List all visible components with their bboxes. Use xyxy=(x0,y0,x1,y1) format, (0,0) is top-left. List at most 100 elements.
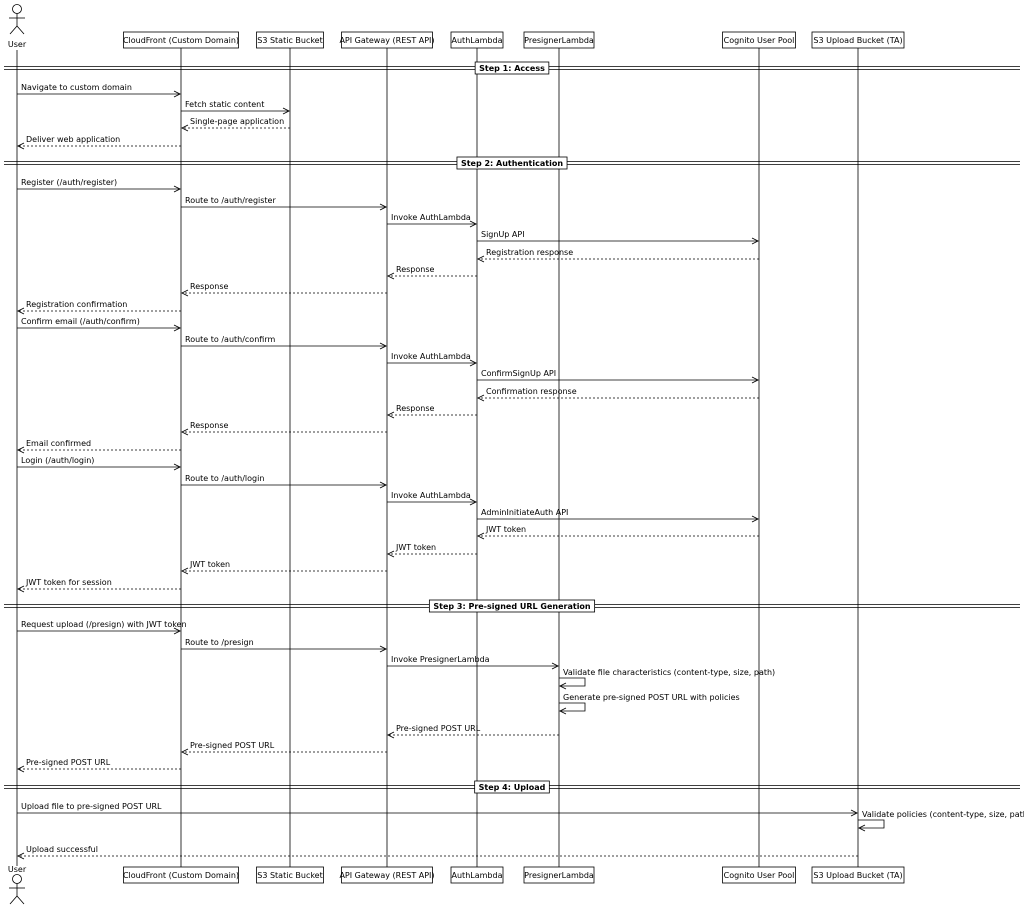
message-sync: Route to /auth/confirm xyxy=(181,335,388,350)
message-label: Single-page application xyxy=(190,117,284,126)
message-label: Confirm email (/auth/confirm) xyxy=(21,317,140,326)
message-label: Confirmation response xyxy=(486,387,577,396)
message-sync: Register (/auth/register) xyxy=(17,178,182,193)
section-separator: Step 1: Access xyxy=(4,61,1020,75)
message-label: Registration response xyxy=(486,248,573,257)
message-label: Pre-signed POST URL xyxy=(190,741,275,750)
message-label: Route to /auth/login xyxy=(185,474,264,483)
message-label: JWT token xyxy=(485,525,526,534)
participant-label: S3 Upload Bucket (TA) xyxy=(813,36,902,45)
participant-box-cog-top: Cognito User Pool xyxy=(722,31,796,49)
participant-box-s3s-bottom: S3 Static Bucket xyxy=(256,866,324,884)
participant-label: PresignerLambda xyxy=(524,871,594,880)
message-label: Registration confirmation xyxy=(26,300,127,309)
user-actor-bottom: User xyxy=(8,865,27,905)
message-label: Response xyxy=(396,404,435,413)
participant-box-s3s-top: S3 Static Bucket xyxy=(256,31,324,49)
message-label: Upload successful xyxy=(26,845,98,854)
section-label: Step 4: Upload xyxy=(479,783,546,792)
participant-box-cog-bottom: Cognito User Pool xyxy=(722,866,796,884)
participant-label: AuthLambda xyxy=(452,871,503,880)
participant-box-cf-top: CloudFront (Custom Domain) xyxy=(123,31,239,49)
message-return: JWT token xyxy=(180,560,387,575)
message-label: Invoke AuthLambda xyxy=(391,213,471,222)
participant-box-cf-bottom: CloudFront (Custom Domain) xyxy=(123,866,239,884)
message-sync: Invoke PresignerLambda xyxy=(387,655,560,670)
message-label: Email confirmed xyxy=(26,439,91,448)
messages: Navigate to custom domain Fetch static co… xyxy=(16,83,1024,860)
participant-label: S3 Static Bucket xyxy=(257,36,323,45)
message-return: Response xyxy=(386,265,477,280)
message-sync: AdminInitiateAuth API xyxy=(477,508,760,523)
message-label: JWT token for session xyxy=(25,578,112,587)
message-label: Upload file to pre-signed POST URL xyxy=(21,802,162,811)
section-label: Step 2: Authentication xyxy=(461,159,563,168)
participant-heads: CloudFront (Custom Domain) CloudFront (Cu… xyxy=(8,4,905,905)
message-sync: Confirm email (/auth/confirm) xyxy=(17,317,182,332)
message-return: Upload successful xyxy=(16,845,858,860)
message-label: AdminInitiateAuth API xyxy=(481,508,568,517)
message-return: JWT token xyxy=(476,525,759,540)
message-label: Fetch static content xyxy=(185,100,264,109)
message-sync: SignUp API xyxy=(477,230,760,245)
participant-label: S3 Upload Bucket (TA) xyxy=(813,871,902,880)
message-sync: Login (/auth/login) xyxy=(17,456,182,471)
message-return: Response xyxy=(386,404,477,419)
participant-label: CloudFront (Custom Domain) xyxy=(123,36,239,45)
section-separator: Step 4: Upload xyxy=(4,780,1020,794)
message-label: Validate policies (content-type, size, p… xyxy=(862,810,1024,819)
message-sync: Navigate to custom domain xyxy=(17,83,182,98)
participant-label: S3 Static Bucket xyxy=(257,871,323,880)
message-return: Registration response xyxy=(476,248,759,263)
message-return: Email confirmed xyxy=(16,439,181,454)
section-label: Step 1: Access xyxy=(479,64,545,73)
participant-box-auth-bottom: AuthLambda xyxy=(450,866,504,884)
participant-label: Cognito User Pool xyxy=(724,36,795,45)
message-return: Confirmation response xyxy=(476,387,759,402)
section-separator: Step 2: Authentication xyxy=(4,156,1020,170)
message-label: JWT token xyxy=(395,543,436,552)
participant-box-s3u-bottom: S3 Upload Bucket (TA) xyxy=(811,866,905,884)
message-return: Deliver web application xyxy=(16,135,181,150)
message-self: Generate pre-signed POST URL with polici… xyxy=(558,693,740,715)
participant-box-s3u-top: S3 Upload Bucket (TA) xyxy=(811,31,905,49)
message-sync: Upload file to pre-signed POST URL xyxy=(17,802,859,817)
participant-label: API Gateway (REST API) xyxy=(339,36,434,45)
message-sync: Route to /auth/login xyxy=(181,474,388,489)
message-sync: ConfirmSignUp API xyxy=(477,369,760,384)
message-label: JWT token xyxy=(189,560,230,569)
message-label: Invoke AuthLambda xyxy=(391,491,471,500)
message-label: Deliver web application xyxy=(26,135,120,144)
participant-box-auth-top: AuthLambda xyxy=(450,31,504,49)
message-return: Registration confirmation xyxy=(16,300,181,315)
lifelines xyxy=(16,48,859,867)
message-label: Pre-signed POST URL xyxy=(26,758,111,767)
participant-box-pres-top: PresignerLambda xyxy=(523,31,595,49)
participant-label: CloudFront (Custom Domain) xyxy=(123,871,239,880)
message-return: Single-page application xyxy=(180,117,290,132)
message-return: Response xyxy=(180,282,387,297)
message-self: Validate policies (content-type, size, p… xyxy=(857,810,1024,832)
message-label: Route to /auth/confirm xyxy=(185,335,275,344)
message-return: Pre-signed POST URL xyxy=(16,758,181,773)
message-label: Response xyxy=(396,265,435,274)
message-return: Response xyxy=(180,421,387,436)
participant-label: PresignerLambda xyxy=(524,36,594,45)
message-label: Response xyxy=(190,421,229,430)
message-sync: Fetch static content xyxy=(181,100,291,115)
section-separators: Step 1: Access Step 2: Authentication Step… xyxy=(4,61,1020,794)
message-label: Request upload (/presign) with JWT token xyxy=(21,620,187,629)
message-label: Login (/auth/login) xyxy=(21,456,94,465)
participant-box-apigw-top: API Gateway (REST API) xyxy=(339,31,435,49)
message-label: ConfirmSignUp API xyxy=(481,369,556,378)
message-label: Response xyxy=(190,282,229,291)
participant-label: AuthLambda xyxy=(452,36,503,45)
section-separator: Step 3: Pre-signed URL Generation xyxy=(4,599,1020,613)
message-label: Invoke AuthLambda xyxy=(391,352,471,361)
message-return: JWT token for session xyxy=(16,578,181,593)
message-sync: Invoke AuthLambda xyxy=(387,491,478,506)
participant-label: Cognito User Pool xyxy=(724,871,795,880)
message-sync: Route to /auth/register xyxy=(181,196,388,211)
message-label: SignUp API xyxy=(481,230,525,239)
